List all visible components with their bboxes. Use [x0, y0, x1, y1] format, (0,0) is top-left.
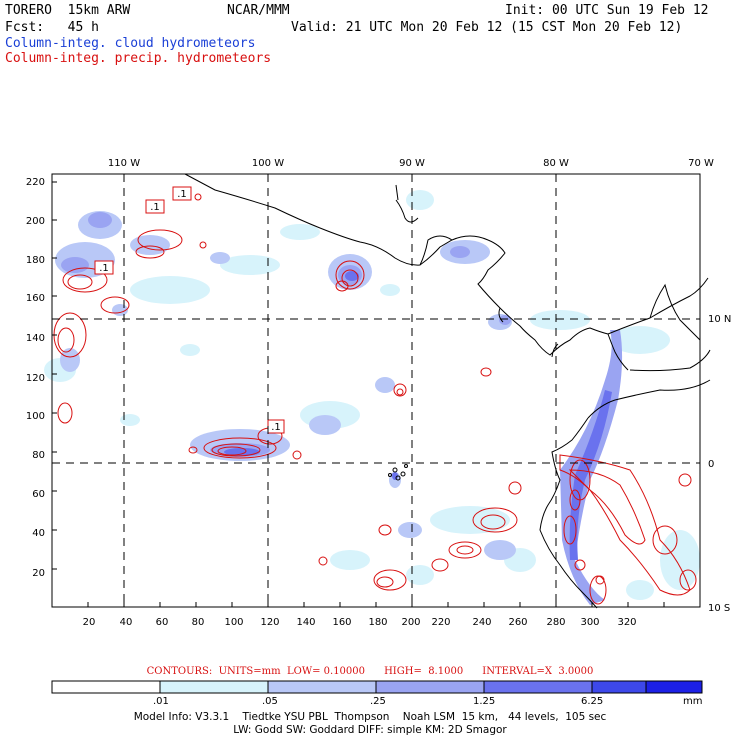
model-info: Model Info: V3.3.1 Tiedtke YSU PBL Thomp…	[133, 711, 607, 723]
colorbar-label: .01	[153, 696, 169, 707]
bottom-tick-label: 200	[401, 617, 420, 628]
bottom-axis-labels: 20 40 60 80 100 120 140 160 180 200 220 …	[83, 617, 637, 628]
bottom-tick-label: 100	[224, 617, 243, 628]
model-title: TORERO 15km ARW	[5, 3, 131, 18]
left-tick-label: 120	[26, 373, 45, 384]
bottom-tick-label: 20	[83, 617, 96, 628]
bottom-tick-label: 280	[546, 617, 565, 628]
latlon-grid	[52, 174, 700, 607]
top-longitude-labels: 110 W 100 W 90 W 80 W 70 W	[108, 158, 714, 169]
bottom-tick-label: 160	[332, 617, 351, 628]
lon-label: 100 W	[252, 158, 284, 169]
lat-label: 10 S	[708, 603, 730, 614]
coastlines	[184, 173, 711, 609]
colorbar-label: 1.25	[473, 696, 496, 707]
lon-label: 70 W	[688, 158, 714, 169]
left-tick-label: 180	[26, 255, 45, 266]
lon-label: 90 W	[399, 158, 425, 169]
lat-label: 10 N	[708, 314, 731, 325]
bottom-tick-label: 220	[431, 617, 450, 628]
left-axis-labels: 220 200 180 160 140 120 100 80 60 40 20	[26, 177, 45, 579]
center-title: NCAR/MMM	[227, 3, 290, 18]
lon-label: 110 W	[108, 158, 140, 169]
precip-contours	[53, 193, 697, 605]
valid-time: Valid: 21 UTC Mon 20 Feb 12 (15 CST Mon …	[291, 20, 683, 35]
cloud-fields	[44, 190, 700, 605]
bottom-tick-label: 180	[368, 617, 387, 628]
left-tick-label: 40	[32, 528, 45, 539]
bottom-tick-label: 60	[156, 617, 169, 628]
right-latitude-labels: 10 N 0 10 S	[708, 314, 731, 614]
colorbar-label: .25	[370, 696, 386, 707]
left-tick-label: 20	[32, 568, 45, 579]
cloud-legend: Column-integ. cloud hydrometeors	[5, 36, 256, 51]
left-tick-label: 200	[26, 216, 45, 227]
bottom-axis-ticks	[87, 602, 665, 607]
init-time: Init: 00 UTC Sun 19 Feb 12	[505, 3, 709, 18]
colorbar	[51, 680, 703, 694]
lon-label: 80 W	[543, 158, 569, 169]
colorbar-unit: mm	[683, 696, 703, 707]
colorbar-label: 6.25	[581, 696, 604, 707]
colorbar-label: .05	[262, 696, 278, 707]
bottom-tick-label: 300	[580, 617, 599, 628]
left-tick-label: 80	[32, 450, 45, 461]
bottom-tick-label: 260	[508, 617, 527, 628]
forecast-hour: Fcst: 45 h	[5, 20, 99, 35]
left-tick-label: 140	[26, 333, 45, 344]
bottom-tick-label: 40	[120, 617, 133, 628]
left-tick-label: 100	[26, 411, 45, 422]
lat-label: 0	[708, 459, 714, 470]
bottom-tick-label: 320	[617, 617, 636, 628]
bottom-tick-label: 120	[260, 617, 279, 628]
physics-info: LW: Godd SW: Goddard DIFF: simple KM: 2D…	[233, 724, 507, 736]
left-tick-label: 160	[26, 293, 45, 304]
contour-label-boxes: .1 .1 .1 .1	[94, 186, 285, 434]
precip-legend: Column-integ. precip. hydrometeors	[5, 51, 272, 66]
bottom-tick-label: 240	[472, 617, 491, 628]
bottom-tick-label: 140	[296, 617, 315, 628]
bottom-tick-label: 80	[192, 617, 205, 628]
contour-label: .1	[271, 422, 281, 433]
contour-label: .1	[99, 263, 109, 274]
contour-label: .1	[177, 189, 187, 200]
contour-label: .1	[150, 202, 160, 213]
left-tick-label: 60	[32, 489, 45, 500]
left-axis-ticks	[52, 181, 57, 570]
left-tick-label: 220	[26, 177, 45, 188]
contour-info: CONTOURS: UNITS=mm LOW= 0.10000 HIGH= 8.…	[146, 666, 594, 677]
